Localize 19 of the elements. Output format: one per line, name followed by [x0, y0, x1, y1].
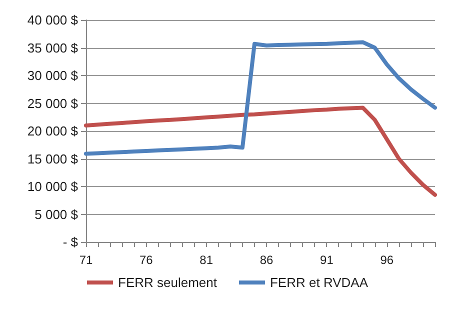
x-tick-label: 71 — [79, 253, 93, 267]
x-tick-label: 96 — [380, 253, 394, 267]
y-tick-label: 35 000 $ — [27, 40, 79, 56]
y-tick-label: - $ — [62, 234, 79, 250]
line-series — [84, 40, 437, 156]
x-tick-label: 86 — [260, 253, 274, 267]
y-tick-label: 30 000 $ — [27, 68, 79, 83]
y-tick-label: 25 000 $ — [27, 96, 79, 111]
legend-label: FERR et RVDAA — [270, 275, 368, 290]
y-tick-label: 15 000 $ — [27, 151, 79, 166]
x-tick-label: 91 — [320, 253, 334, 267]
y-tick-label: 10 000 $ — [27, 179, 79, 194]
y-tick-label: 5 000 $ — [34, 206, 79, 222]
x-tick-label: 76 — [139, 253, 154, 267]
y-tick-label: 40 000 $ — [27, 12, 79, 28]
x-tick-label: 81 — [200, 253, 214, 267]
y-tick-label: 20 000 $ — [27, 124, 79, 138]
line-series — [84, 106, 437, 197]
legend-label: FERR seulement — [118, 275, 218, 290]
